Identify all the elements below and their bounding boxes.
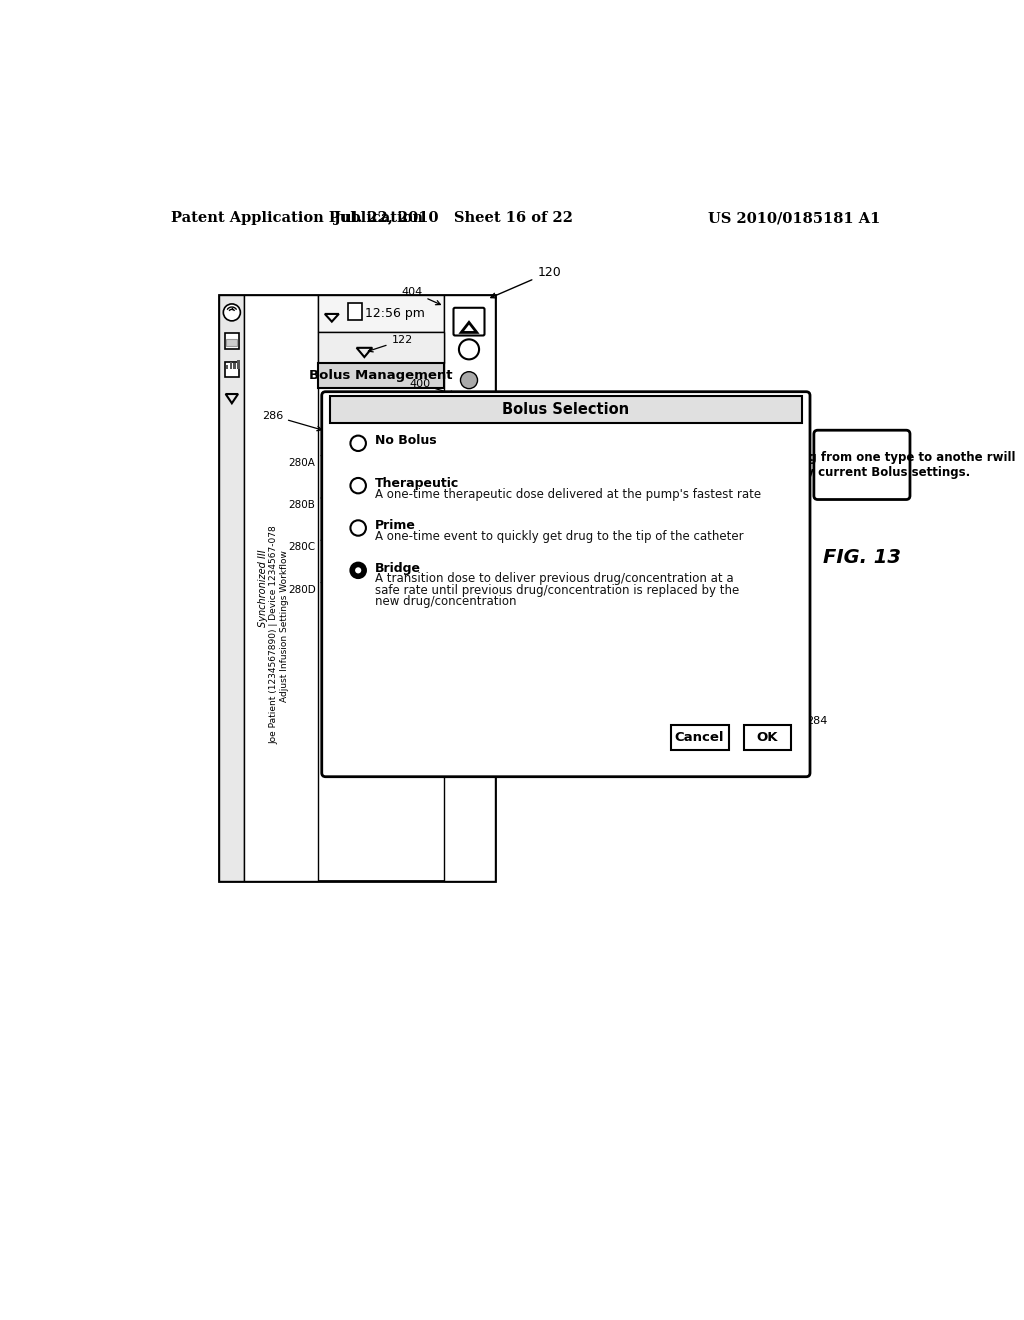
Text: Bolus Management: Bolus Management [309,370,453,381]
Bar [225,333,239,348]
Text: A one-time therapeutic dose delivered at the pump's fastest rate: A one-time therapeutic dose delivered at… [375,487,762,500]
Circle shape [461,372,477,388]
Text: 404: 404 [401,286,440,305]
FancyBboxPatch shape [322,392,810,776]
Text: 122: 122 [369,335,413,352]
Circle shape [461,403,477,420]
Bar [317,363,444,388]
Bar [225,362,239,378]
Text: 282: 282 [634,717,667,735]
Bar [317,296,444,333]
Text: 280A: 280A [289,446,347,467]
Text: 400: 400 [410,379,455,395]
Text: Bridge: Bridge [375,561,421,574]
Text: Prime: Prime [375,519,416,532]
Text: Patent Application Publication: Patent Application Publication [171,211,423,226]
Bar [348,304,362,321]
Bar [219,296,495,880]
Text: safe rate until previous drug/concentration is replaced by the: safe rate until previous drug/concentrat… [375,583,739,597]
Bar [233,363,236,370]
Text: 284: 284 [795,717,827,735]
FancyBboxPatch shape [454,504,484,532]
Text: 280B: 280B [289,488,347,510]
Circle shape [350,436,366,451]
Bar [744,725,791,750]
FancyBboxPatch shape [814,430,910,499]
Bar [444,296,495,880]
Text: No Bolus: No Bolus [375,434,437,447]
Text: Joe Patient (1234567890) | Device 1234567-078: Joe Patient (1234567890) | Device 123456… [269,525,279,743]
Text: 120: 120 [490,265,561,298]
Bar [226,339,238,346]
Text: Therapeutic: Therapeutic [375,477,460,490]
Circle shape [355,568,361,573]
Text: A one-time event to quickly get drug to the tip of the catheter: A one-time event to quickly get drug to … [375,529,743,543]
Text: 286: 286 [262,411,322,430]
Text: 280C: 280C [289,531,347,552]
Text: Cancel: Cancel [675,731,724,744]
Bar [245,296,317,880]
Bar [317,333,444,363]
Circle shape [223,304,241,321]
Circle shape [350,562,366,578]
Bar [225,364,228,370]
Text: new drug/concentration: new drug/concentration [375,595,517,609]
Bar [671,725,729,750]
Text: 402: 402 [393,521,440,536]
Text: Jul. 22, 2010   Sheet 16 of 22: Jul. 22, 2010 Sheet 16 of 22 [334,211,573,226]
Text: Synchronized III: Synchronized III [258,549,267,627]
Text: A transition dose to deliver previous drug/concentration at a: A transition dose to deliver previous dr… [375,573,734,585]
FancyBboxPatch shape [454,308,484,335]
Text: US 2010/0185181 A1: US 2010/0185181 A1 [709,211,881,226]
Bar [219,296,245,880]
Text: NOTE: Changing from one type to anothe rwill clear any current Bolus settings.: NOTE: Changing from one type to anothe r… [709,451,1015,479]
Bar [229,362,231,370]
Text: FIG. 13: FIG. 13 [823,548,901,566]
Text: Bolus Selection: Bolus Selection [503,401,630,417]
Circle shape [459,339,479,359]
Text: 12:56 pm: 12:56 pm [366,308,425,321]
Text: OK: OK [757,731,778,744]
Circle shape [350,478,366,494]
Bar [238,360,240,370]
Circle shape [461,469,477,484]
Circle shape [350,520,366,536]
Text: Adjust Infusion Settings Workflow: Adjust Infusion Settings Workflow [280,550,289,702]
Text: 280D: 280D [288,573,347,594]
Bar [330,396,802,424]
Circle shape [461,433,477,450]
